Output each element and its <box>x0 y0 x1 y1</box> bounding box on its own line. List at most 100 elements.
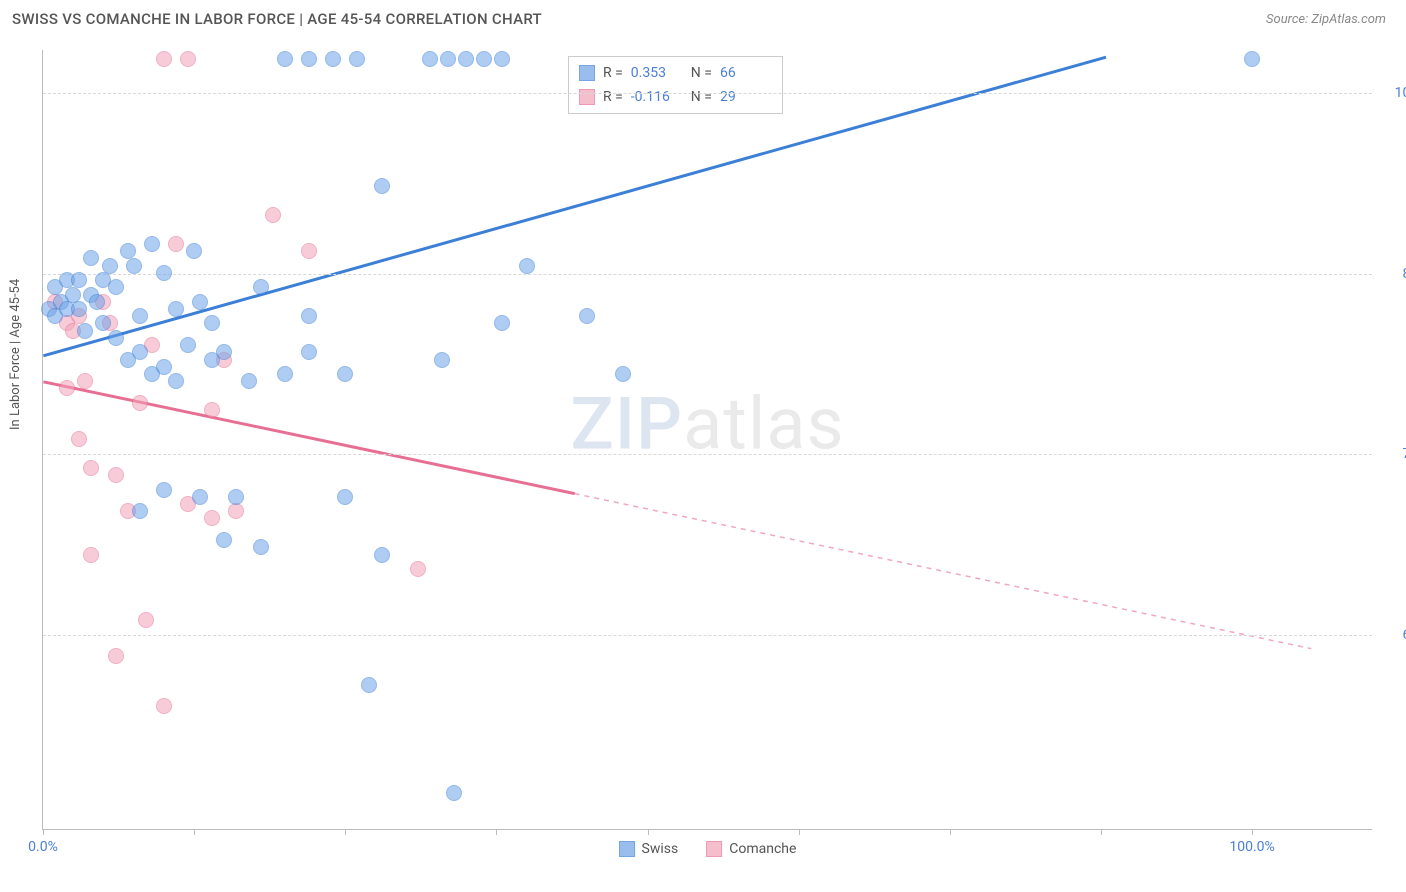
comanche-point <box>265 207 281 223</box>
r-value-comanche: -0.116 <box>631 89 683 105</box>
swiss-point <box>168 301 184 317</box>
y-tick-label: 75.0% <box>1402 446 1406 462</box>
n-value-swiss: 66 <box>720 65 772 81</box>
swiss-point <box>494 51 510 67</box>
source-attribution: Source: ZipAtlas.com <box>1266 12 1386 27</box>
comanche-point <box>180 51 196 67</box>
comanche-point <box>228 503 244 519</box>
swiss-point <box>77 323 93 339</box>
swiss-point <box>337 366 353 382</box>
comanche-point <box>83 547 99 563</box>
swiss-point <box>132 308 148 324</box>
swiss-point <box>102 258 118 274</box>
r-value-swiss: 0.353 <box>631 65 683 81</box>
gridline <box>43 454 1372 455</box>
swiss-point <box>253 279 269 295</box>
x-tick <box>1252 829 1253 835</box>
swiss-point <box>180 337 196 353</box>
comanche-point <box>204 510 220 526</box>
swiss-point <box>361 677 377 693</box>
swiss-point <box>337 489 353 505</box>
stats-row-swiss: R = 0.353 N = 66 <box>579 61 772 85</box>
swiss-point <box>216 344 232 360</box>
legend-item-swiss: Swiss <box>619 841 679 857</box>
comanche-point <box>59 380 75 396</box>
x-tick <box>648 829 649 835</box>
comanche-point <box>71 431 87 447</box>
swiss-point <box>579 308 595 324</box>
swiss-point <box>132 344 148 360</box>
x-tick <box>950 829 951 835</box>
swiss-point <box>253 539 269 555</box>
x-tick-label: 0.0% <box>28 839 58 855</box>
stats-legend: R = 0.353 N = 66 R = -0.116 N = 29 <box>568 56 783 114</box>
swiss-point <box>325 51 341 67</box>
swiss-point <box>301 344 317 360</box>
swiss-point <box>476 51 492 67</box>
y-axis-label: In Labor Force | Age 45-54 <box>8 279 23 430</box>
gridline <box>43 93 1372 94</box>
swiss-point <box>192 294 208 310</box>
swatch-swiss-icon <box>619 841 635 857</box>
swiss-point <box>422 51 438 67</box>
x-tick <box>345 829 346 835</box>
legend-item-comanche: Comanche <box>706 841 796 857</box>
swiss-point <box>494 315 510 331</box>
x-tick <box>1101 829 1102 835</box>
swiss-point <box>615 366 631 382</box>
comanche-point <box>132 395 148 411</box>
comanche-point <box>108 648 124 664</box>
scatter-chart: ZIPatlas R = 0.353 N = 66 R = -0.116 N =… <box>42 50 1372 830</box>
swiss-point <box>108 330 124 346</box>
swiss-point <box>301 51 317 67</box>
comanche-point <box>204 402 220 418</box>
x-tick-label: 100.0% <box>1229 839 1274 855</box>
swiss-point <box>374 547 390 563</box>
swiss-point <box>89 294 105 310</box>
comanche-point <box>83 460 99 476</box>
swiss-point <box>349 51 365 67</box>
swiss-point <box>83 250 99 266</box>
swiss-point <box>126 258 142 274</box>
comanche-point <box>156 698 172 714</box>
swiss-point <box>277 366 293 382</box>
comanche-point <box>77 373 93 389</box>
swiss-point <box>301 308 317 324</box>
swiss-point <box>144 236 160 252</box>
x-tick <box>799 829 800 835</box>
swiss-point <box>95 315 111 331</box>
y-tick-label: 87.5% <box>1402 266 1406 282</box>
swiss-point <box>434 352 450 368</box>
swiss-point <box>241 373 257 389</box>
comanche-point <box>156 51 172 67</box>
swiss-point <box>374 178 390 194</box>
swatch-comanche <box>579 89 595 105</box>
x-tick <box>43 829 44 835</box>
comanche-point <box>108 467 124 483</box>
swiss-point <box>192 489 208 505</box>
x-tick <box>496 829 497 835</box>
swiss-point <box>440 51 456 67</box>
y-tick-label: 62.5% <box>1402 627 1406 643</box>
swiss-point <box>186 243 202 259</box>
swiss-point <box>108 279 124 295</box>
swiss-point <box>446 785 462 801</box>
swiss-point <box>204 315 220 331</box>
chart-title: SWISS VS COMANCHE IN LABOR FORCE | AGE 4… <box>12 10 542 28</box>
gridline <box>43 274 1372 275</box>
gridline <box>43 635 1372 636</box>
swiss-point <box>71 301 87 317</box>
swiss-point <box>132 503 148 519</box>
swatch-comanche-icon <box>706 841 722 857</box>
swiss-point <box>156 265 172 281</box>
comanche-point <box>168 236 184 252</box>
swiss-point <box>168 373 184 389</box>
swiss-point <box>277 51 293 67</box>
swiss-point <box>156 482 172 498</box>
swiss-point <box>216 532 232 548</box>
swatch-swiss <box>579 65 595 81</box>
swiss-point <box>458 51 474 67</box>
y-tick-label: 100.0% <box>1395 85 1406 101</box>
swiss-point <box>228 489 244 505</box>
comanche-point <box>410 561 426 577</box>
